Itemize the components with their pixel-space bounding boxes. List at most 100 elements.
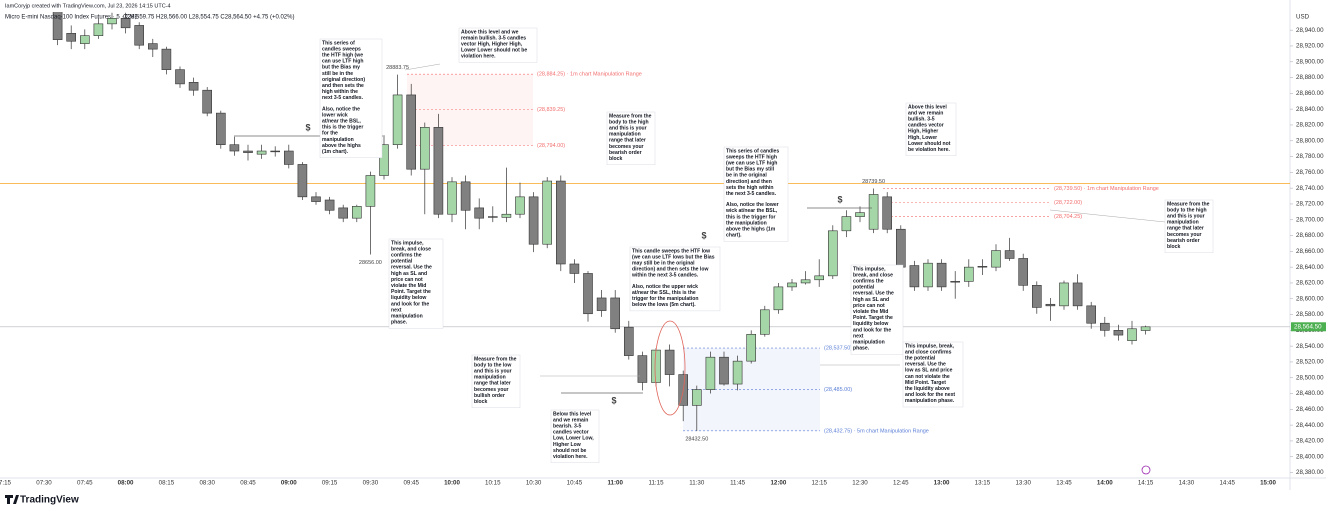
y-tick-label: 28,400.00 <box>1296 453 1324 460</box>
candle-body <box>963 266 974 282</box>
x-tick-label: 10:45 <box>567 480 583 487</box>
x-tick-label: 07:45 <box>77 480 93 487</box>
note-text: manipulation <box>609 132 641 138</box>
x-tick-label: 10:30 <box>526 480 542 487</box>
note-text: Measure from the <box>1167 201 1210 207</box>
y-tick-label: 28,620.00 <box>1296 280 1324 287</box>
alert-icon <box>1141 465 1151 475</box>
candle-body <box>732 360 743 385</box>
note-text: potential <box>391 259 413 265</box>
x-tick-label: 09:30 <box>363 480 379 487</box>
candle-body <box>243 150 253 153</box>
candle-body <box>1086 305 1096 324</box>
note-text: range that later <box>1167 226 1204 232</box>
candle-body <box>134 25 144 46</box>
note-box <box>458 27 538 63</box>
candle-body <box>977 266 988 268</box>
x-tick-label: 11:00 <box>607 480 623 487</box>
candle-body <box>1127 328 1137 341</box>
note-text: range that later <box>474 381 511 387</box>
y-tick-label: 28,660.00 <box>1296 248 1324 255</box>
candle-body <box>324 199 335 211</box>
candle-body <box>175 69 185 85</box>
note-text: the potential <box>905 356 936 362</box>
candle-body <box>1004 250 1015 259</box>
range-label: (28,839.25) <box>537 107 565 113</box>
note-text: Lower Lower should not be <box>461 48 527 54</box>
note-text: the HTF high (we <box>322 53 363 59</box>
note-text: becomes your <box>609 144 644 150</box>
note-text: direction) and then <box>726 179 772 185</box>
candle-body <box>991 250 1001 268</box>
candle-body <box>841 216 852 232</box>
note-text: can use LTF high <box>322 59 364 65</box>
note-text: Also, notice the lower <box>726 202 779 208</box>
y-tick-label: 28,460.00 <box>1296 406 1324 413</box>
ohlc: O28,559.75 H28,566.00 L28,554.75 C28,564… <box>123 15 294 21</box>
x-tick-label: 12:30 <box>852 480 868 487</box>
currency: USD <box>1296 14 1310 21</box>
candle-body <box>107 18 117 25</box>
y-tick-label: 28,720.00 <box>1296 201 1324 208</box>
note-text: still be in the <box>322 71 353 77</box>
candle-body <box>664 349 675 375</box>
candle-body <box>1018 258 1029 286</box>
x-tick-label: 08:15 <box>159 480 175 487</box>
y-tick-label: 28,380.00 <box>1296 469 1324 476</box>
candle-body <box>338 207 349 219</box>
candle-body <box>1100 322 1110 331</box>
note-text: manipulation <box>474 375 506 381</box>
note-text: this is the trigger <box>322 125 363 131</box>
note-box <box>606 111 656 165</box>
candle-body <box>351 206 362 219</box>
candle-body <box>719 356 729 385</box>
candle-body <box>297 164 308 198</box>
note-text: phase. <box>391 320 408 326</box>
note-text: vector High, Higher High, <box>461 42 523 48</box>
candle-body <box>66 33 76 42</box>
note-text: Point. Target the <box>391 289 431 295</box>
note-text: manipulation <box>853 340 885 346</box>
candle-body <box>419 127 430 170</box>
range-label: (28,432.75) · 5m chart Manipulation Rang… <box>824 428 929 434</box>
candle-body <box>501 213 512 218</box>
note-text: bearish order <box>609 150 642 156</box>
note-text: body to the low <box>474 362 511 368</box>
candle-body <box>800 279 811 284</box>
x-tick-label: 13:00 <box>934 480 950 487</box>
y-tick-label: 28,440.00 <box>1296 422 1324 429</box>
candle-body <box>311 196 321 202</box>
y-tick-label: 28,420.00 <box>1296 438 1324 445</box>
note-text: low as SL and price <box>905 368 953 374</box>
range-label: (28,794.00) <box>537 143 565 149</box>
candle-body <box>256 150 267 155</box>
x-tick-label: 10:00 <box>444 480 460 487</box>
range-label: (28,704.25) <box>1054 214 1082 220</box>
note-text: manipulation <box>1167 220 1199 226</box>
note-text: liquidity below <box>853 321 888 327</box>
note-text: range that later <box>609 138 646 144</box>
note-text: next <box>853 333 864 339</box>
x-tick-label: 12:15 <box>811 480 827 487</box>
candle-body <box>814 275 825 281</box>
y-tick-label: 28,580.00 <box>1296 311 1324 318</box>
note-text: Also, notice the <box>322 106 360 112</box>
note-text: and close confirms <box>905 349 952 355</box>
note-text: be in the original <box>726 173 767 179</box>
x-tick-label: 07:15 <box>0 480 12 487</box>
note-box <box>1164 199 1214 253</box>
note-text: bearish order <box>1167 238 1200 244</box>
note-text: lower wick <box>322 112 348 118</box>
note-text: but the Bias my <box>322 65 360 71</box>
candle-body <box>759 309 770 335</box>
y-tick-label: 28,900.00 <box>1296 58 1324 65</box>
note-text: and then sets the <box>322 83 364 89</box>
y-tick-label: 28,760.00 <box>1296 169 1324 176</box>
candle-body <box>1140 326 1151 331</box>
dollar-icon: $ <box>837 194 842 204</box>
x-tick-label: 11:15 <box>648 480 664 487</box>
candle-body <box>691 389 702 406</box>
candle-body <box>93 23 104 36</box>
note-text: next 3-5 candles. <box>322 95 364 101</box>
note-text: becomes your <box>474 387 509 393</box>
